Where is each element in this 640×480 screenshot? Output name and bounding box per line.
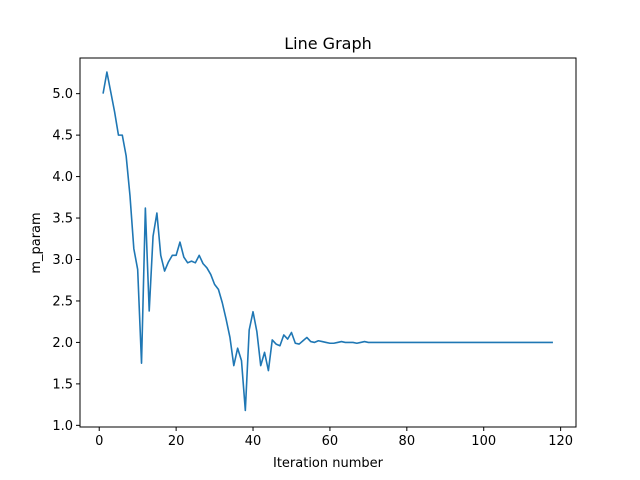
y-tick-label: 4.5 xyxy=(52,129,73,144)
y-tick-label: 4.0 xyxy=(52,170,73,185)
y-axis-label: m_param xyxy=(29,212,44,273)
y-tick-label: 3.5 xyxy=(52,212,73,227)
x-tick-label: 120 xyxy=(548,434,573,449)
x-tick-label: 80 xyxy=(399,434,416,449)
chart-title: Line Graph xyxy=(284,34,372,53)
series-line xyxy=(102,71,553,412)
x-tick-label: 20 xyxy=(168,434,185,449)
x-tick-label: 40 xyxy=(245,434,262,449)
y-tick-label: 5.0 xyxy=(52,87,73,102)
x-axis-ticks: 0 20 40 60 80 100 120 xyxy=(95,427,573,449)
y-tick-label: 2.0 xyxy=(52,336,73,351)
x-tick-label: 100 xyxy=(471,434,496,449)
y-tick-label: 3.0 xyxy=(52,253,73,268)
x-tick-label: 0 xyxy=(95,434,103,449)
y-tick-label: 1.5 xyxy=(52,377,73,392)
x-tick-label: 60 xyxy=(322,434,339,449)
y-axis-ticks: 1.0 1.5 2.0 2.5 3.0 3.5 4.0 4.5 5.0 xyxy=(52,87,80,434)
y-tick-label: 2.5 xyxy=(52,294,73,309)
axes-frame xyxy=(79,57,577,428)
y-tick-label: 1.0 xyxy=(52,419,73,434)
x-axis-label: Iteration number xyxy=(273,456,384,471)
plot-area xyxy=(102,71,553,412)
